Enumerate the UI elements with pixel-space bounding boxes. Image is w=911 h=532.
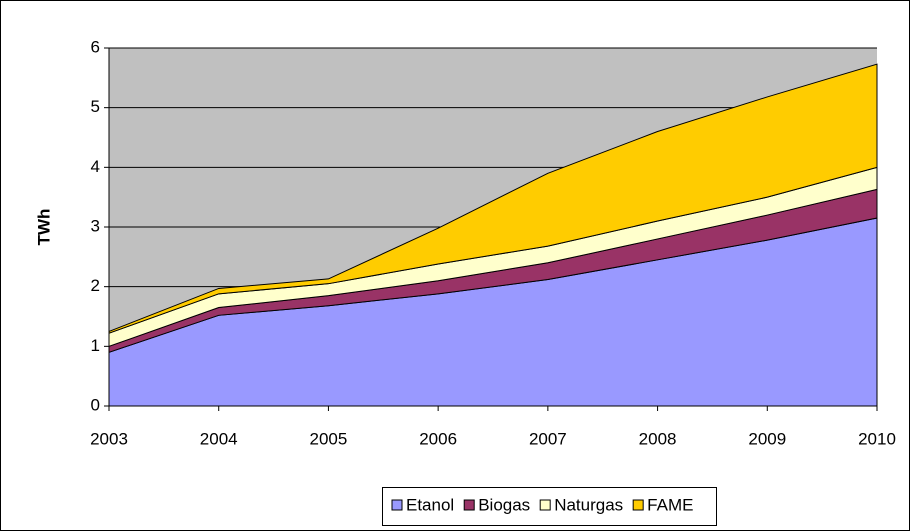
y-tick-label: 4 bbox=[91, 157, 100, 176]
x-tick-label: 2006 bbox=[419, 429, 457, 448]
area bbox=[108, 63, 878, 334]
x-tick-label: 2007 bbox=[529, 429, 567, 448]
legend-label: Etanol bbox=[406, 495, 454, 514]
y-tick-label: 6 bbox=[91, 37, 100, 56]
y-tick-label: 0 bbox=[91, 395, 100, 414]
legend-swatch bbox=[391, 499, 403, 511]
x-tick-label: 2004 bbox=[200, 429, 238, 448]
legend-swatch bbox=[539, 499, 551, 511]
y-tick-label: 3 bbox=[91, 216, 100, 235]
y-tick-label: 1 bbox=[91, 336, 100, 355]
y-axis-title: TWh bbox=[34, 209, 53, 246]
legend-swatch bbox=[463, 499, 475, 511]
legend-label: Naturgas bbox=[554, 495, 623, 514]
legend-swatch bbox=[632, 499, 644, 511]
x-tick-label: 2008 bbox=[639, 429, 677, 448]
y-tick-label: 2 bbox=[91, 276, 100, 295]
x-tick-label: 2009 bbox=[748, 429, 786, 448]
x-tick-label: 2005 bbox=[310, 429, 348, 448]
x-tick-label: 2003 bbox=[90, 429, 128, 448]
legend-label: FAME bbox=[647, 495, 693, 514]
y-tick-label: 5 bbox=[91, 97, 100, 116]
legend-label: Biogas bbox=[478, 495, 530, 514]
x-tick-label: 2010 bbox=[858, 429, 896, 448]
